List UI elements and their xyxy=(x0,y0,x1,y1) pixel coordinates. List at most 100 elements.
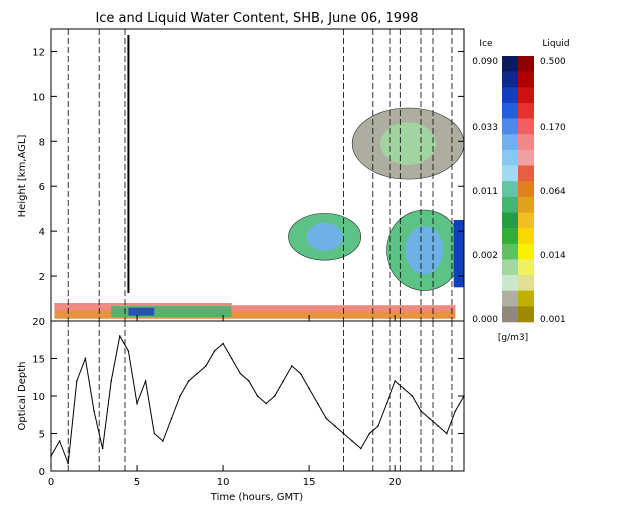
bottom-y-tick-label-4: 15 xyxy=(32,355,45,366)
colorbar-ice-swatch-8 xyxy=(502,165,518,182)
colorbar-ice-label-5: 0.000 xyxy=(472,315,498,325)
bottom-y-tick-label-2: 5 xyxy=(39,430,45,441)
optical-depth-point-44 xyxy=(420,410,422,412)
colorbar-ice-swatch-5 xyxy=(502,118,518,135)
colorbar-liquid-swatch-15 xyxy=(518,275,534,292)
water-content-plot: 2 4 6 8 10 12 Height [km,AGL] xyxy=(17,28,465,322)
top-y-tick-label-5: 10 xyxy=(32,92,45,103)
colorbar-liquid-swatch-8 xyxy=(518,165,534,182)
optical-depth-point-6 xyxy=(93,410,95,412)
optical-depth-series-line xyxy=(50,334,465,464)
colorbar-liquid-swatch-11 xyxy=(518,212,534,229)
optical-depth-point-30 xyxy=(299,372,302,375)
x-tick-label-2: 5 xyxy=(134,477,140,488)
colorbar-liquid-label-1: 0.500 xyxy=(540,57,566,67)
cloud-region-1 xyxy=(54,303,232,319)
optical-depth-point-11 xyxy=(136,402,138,405)
colorbar-ice-swatch-3 xyxy=(502,87,518,104)
colorbar-ice-swatch-11 xyxy=(502,212,518,229)
colorbar-ice-swatch-4 xyxy=(502,102,518,119)
colorbar-units: [g/m3] xyxy=(498,333,528,343)
colorbar-liquid-swatch-14 xyxy=(518,259,534,276)
cloud-region-green-band xyxy=(111,306,232,318)
colorbar-ice-swatch-15 xyxy=(502,275,518,292)
optical-depth-point-49 xyxy=(463,395,465,397)
bottom-y-tick-label-3: 10 xyxy=(32,392,45,403)
bottom-y-tick-label-1: 0 xyxy=(39,467,45,478)
cloud-region-blue-patch xyxy=(128,307,155,316)
optical-depth-point-21 xyxy=(222,342,224,345)
colorbar-liquid-swatch-17 xyxy=(518,306,534,323)
colorbar-liquid-swatch-6 xyxy=(518,134,534,151)
colorbar-ice-swatch-7 xyxy=(502,149,518,166)
top-y-tick-label-4: 8 xyxy=(39,137,45,148)
colorbar-ice-label-2: 0.033 xyxy=(472,123,498,133)
colorbar-ice-label-3: 0.011 xyxy=(472,187,498,197)
x-tick-label-4: 15 xyxy=(303,477,316,488)
optical-depth-point-14 xyxy=(162,440,164,442)
bottom-y-axis-label: Optical Depth xyxy=(17,362,28,431)
colorbar-liquid-swatch-10 xyxy=(518,196,534,213)
cloud-region-dense-core xyxy=(453,219,464,288)
optical-depth-point-34 xyxy=(334,425,336,427)
colorbar-ice-swatch-1 xyxy=(502,56,518,72)
optical-depth-point-5 xyxy=(84,357,87,360)
optical-depth-plot: 0 5 10 15 20 0 5 10 15 20 Optical Depth Time (ho… xyxy=(17,315,465,503)
optical-depth-point-13 xyxy=(153,432,156,435)
optical-depth-point-25 xyxy=(256,395,259,397)
optical-depth-point-36 xyxy=(351,440,353,442)
colorbar-liquid-swatch-12 xyxy=(518,228,534,245)
colorbar-ice-swatch-13 xyxy=(502,243,518,260)
colorbar: Ice Liquid 0.090 0.033 0.011 0.002 0.000 0.50… xyxy=(472,39,569,343)
colorbar-ice-label-1: 0.090 xyxy=(472,57,498,67)
x-tick-label-1: 0 xyxy=(48,477,54,488)
top-y-axis-label: Height [km,AGL] xyxy=(17,135,28,218)
colorbar-ice-swatch-14 xyxy=(502,259,518,276)
optical-depth-point-42 xyxy=(402,387,405,390)
optical-depth-point-33 xyxy=(325,417,328,420)
optical-depth-point-46 xyxy=(437,425,439,427)
optical-depth-point-37 xyxy=(359,447,362,450)
colorbar-liquid-swatch-3 xyxy=(518,87,534,104)
optical-depth-point-39 xyxy=(377,425,379,427)
cloud-region-3 xyxy=(288,213,362,261)
optical-depth-point-15 xyxy=(170,417,173,420)
colorbar-liquid-swatch-2 xyxy=(518,71,534,88)
colorbar-liquid-header: Liquid xyxy=(542,39,569,49)
optical-depth-point-45 xyxy=(428,417,431,420)
colorbar-liquid-label-3: 0.064 xyxy=(540,187,566,197)
optical-depth-point-29 xyxy=(291,365,293,367)
optical-depth-point-3 xyxy=(67,462,70,465)
colorbar-ice-swatch-16 xyxy=(502,290,518,307)
colorbar-liquid-swatch-13 xyxy=(518,243,534,260)
optical-depth-point-35 xyxy=(342,432,345,435)
optical-depth-point-1 xyxy=(50,455,52,457)
optical-depth-point-22 xyxy=(230,357,233,360)
optical-depth-point-40 xyxy=(385,402,388,405)
optical-depth-point-2 xyxy=(58,440,61,442)
x-axis-label: Time (hours, GMT) xyxy=(210,492,304,503)
optical-depth-point-48 xyxy=(454,410,457,412)
optical-depth-point-38 xyxy=(368,432,371,435)
optical-depth-point-9 xyxy=(119,335,121,337)
cloud-region-core xyxy=(380,122,437,165)
top-y-tick-label-2: 4 xyxy=(39,227,45,238)
optical-depth-point-24 xyxy=(248,380,250,382)
x-tick-label-3: 10 xyxy=(217,477,230,488)
cloud-region-core xyxy=(405,226,444,275)
optical-depth-point-16 xyxy=(179,395,181,397)
colorbar-liquid-label-2: 0.170 xyxy=(540,123,566,133)
colorbar-ice-swatch-12 xyxy=(502,228,518,245)
top-y-tick-label-3: 6 xyxy=(39,182,45,193)
cloud-region-5 xyxy=(351,107,465,180)
colorbar-ice-swatch-6 xyxy=(502,134,518,151)
x-tick-label-5: 20 xyxy=(389,477,402,488)
optical-depth-point-41 xyxy=(394,380,396,382)
colorbar-liquid-swatch-7 xyxy=(518,149,534,166)
optical-depth-point-27 xyxy=(273,395,276,397)
colorbar-liquid-label-5: 0.001 xyxy=(540,315,566,325)
optical-depth-point-17 xyxy=(187,380,190,382)
optical-depth-point-26 xyxy=(265,402,267,405)
optical-depth-point-18 xyxy=(196,372,199,375)
